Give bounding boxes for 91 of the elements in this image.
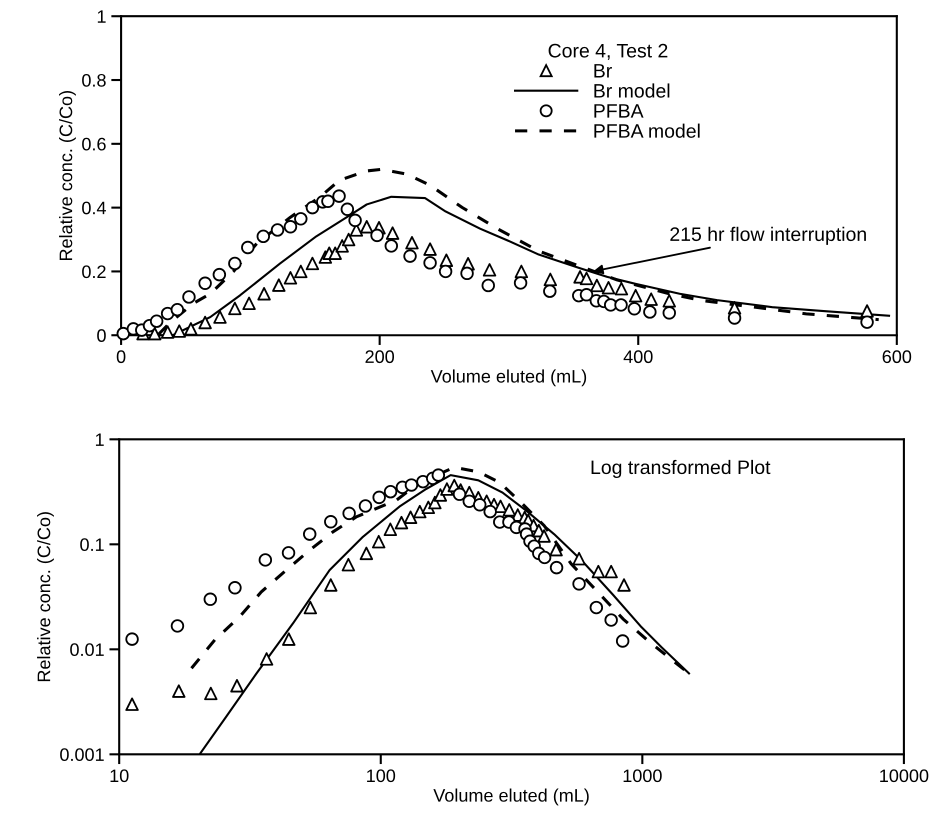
point xyxy=(332,189,346,203)
point xyxy=(543,284,557,298)
point xyxy=(148,326,162,340)
point xyxy=(284,220,298,234)
x-tick-label: 10000 xyxy=(880,769,928,782)
point xyxy=(340,202,354,216)
point xyxy=(306,200,320,214)
point xyxy=(306,256,320,270)
x-tick-label: 200 xyxy=(366,350,394,364)
point xyxy=(460,266,474,280)
point xyxy=(328,246,342,260)
point xyxy=(116,326,130,340)
point xyxy=(294,212,308,226)
point xyxy=(644,292,658,306)
point xyxy=(614,298,628,312)
point xyxy=(544,272,558,286)
y-axis-title: Relative conc. (C/Co) xyxy=(37,512,54,682)
point xyxy=(860,315,874,329)
y-tick-label: 1 xyxy=(98,10,106,23)
point xyxy=(256,230,270,244)
point xyxy=(241,240,255,254)
legend-label: Br xyxy=(594,64,612,78)
point xyxy=(360,220,374,234)
point xyxy=(482,278,495,292)
legend-title: Core 4, Test 2 xyxy=(548,44,668,60)
point xyxy=(228,302,242,316)
point xyxy=(370,228,384,242)
point xyxy=(294,264,308,278)
point xyxy=(384,239,398,253)
point xyxy=(403,249,417,263)
point xyxy=(514,276,528,290)
point xyxy=(614,282,628,296)
y-tick-label: 0.8 xyxy=(82,74,106,87)
point xyxy=(423,242,437,256)
point xyxy=(440,254,454,267)
point xyxy=(242,296,256,310)
y-tick-label: 0.1 xyxy=(80,538,104,552)
y-tick-label: 0.001 xyxy=(60,748,104,762)
point xyxy=(150,314,164,328)
point xyxy=(580,288,594,302)
point xyxy=(198,276,212,290)
point xyxy=(423,256,437,270)
y-axis-title: Relative conc. (C/Co) xyxy=(59,91,76,260)
point xyxy=(212,268,226,282)
point xyxy=(284,271,298,285)
x-axis-title: Volume eluted (mL) xyxy=(430,369,586,386)
x-tick-label: 600 xyxy=(882,350,912,364)
point xyxy=(580,272,594,286)
point xyxy=(198,316,212,330)
point xyxy=(643,305,657,319)
legend-label: Br model xyxy=(594,83,670,98)
point xyxy=(628,288,642,302)
point xyxy=(482,263,496,277)
point xyxy=(160,325,174,339)
x-axis-title: Volume eluted (mL) xyxy=(433,788,589,806)
x-tick-label: 10 xyxy=(110,769,129,782)
y-tick-label: 0 xyxy=(97,329,106,342)
legend-label: PFBA xyxy=(594,104,644,118)
point xyxy=(405,236,419,250)
point xyxy=(728,311,742,325)
point xyxy=(386,226,400,240)
point xyxy=(270,223,284,237)
point xyxy=(662,294,676,308)
point xyxy=(213,310,227,324)
x-tick-label: 1000 xyxy=(624,769,662,782)
point xyxy=(342,232,356,246)
x-tick-label: 0 xyxy=(116,350,126,364)
point xyxy=(438,264,452,278)
point xyxy=(182,290,196,304)
point xyxy=(590,278,604,292)
point xyxy=(348,214,362,228)
point xyxy=(272,278,286,292)
y-tick-label: 1 xyxy=(96,433,104,446)
point xyxy=(602,280,616,294)
x-tick-label: 400 xyxy=(624,350,653,364)
point xyxy=(184,322,198,336)
annotation: Log transformed Plot xyxy=(592,460,770,478)
y-tick-label: 0.4 xyxy=(82,202,106,214)
x-tick-label: 100 xyxy=(367,769,396,782)
point xyxy=(662,306,676,320)
y-tick-label: 0.01 xyxy=(70,643,104,656)
point xyxy=(228,256,242,270)
y-tick-label: 0.6 xyxy=(82,138,106,151)
annotation: 215 hr flow interruption xyxy=(670,226,866,245)
y-tick-label: 0.2 xyxy=(82,265,106,278)
point xyxy=(257,287,271,300)
legend-label: PFBA model xyxy=(594,124,700,138)
point xyxy=(170,303,184,316)
point xyxy=(172,324,186,338)
point xyxy=(628,302,642,316)
point xyxy=(321,194,335,208)
